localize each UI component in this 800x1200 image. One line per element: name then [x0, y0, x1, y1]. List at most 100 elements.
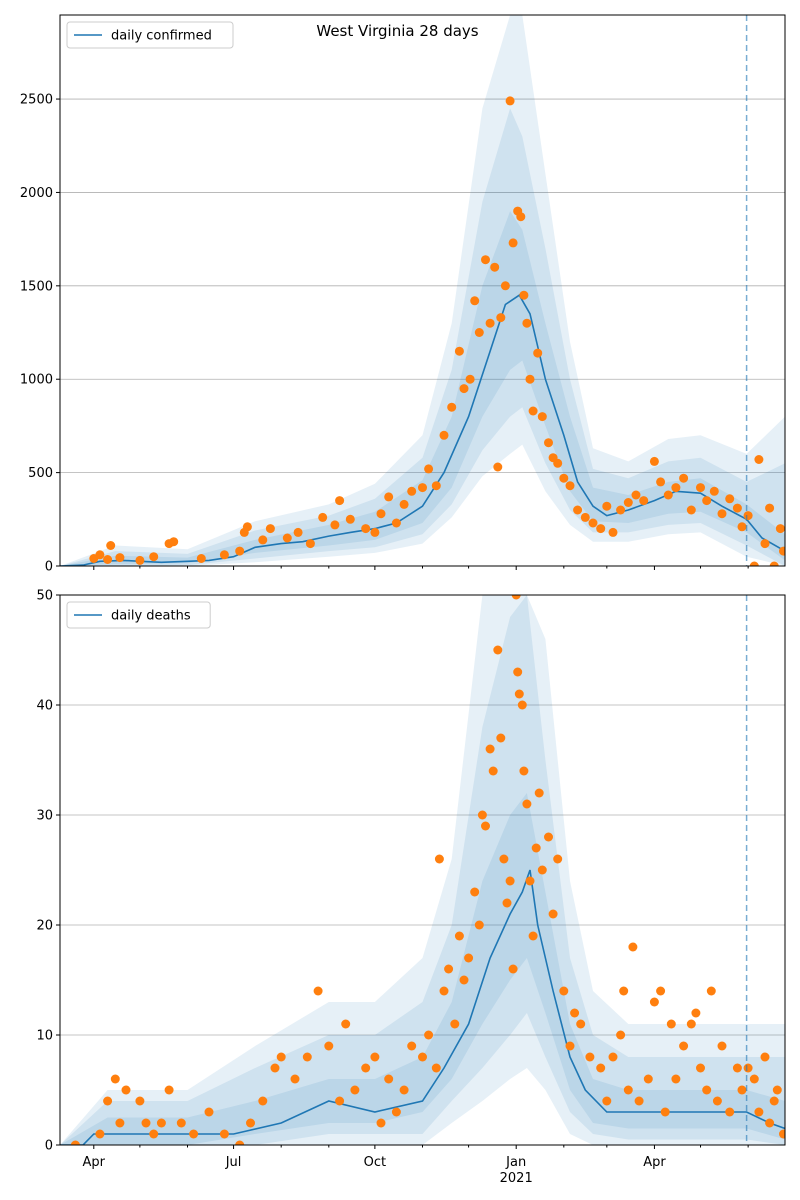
data-point	[696, 1063, 705, 1073]
data-point	[376, 1118, 386, 1128]
data-point	[514, 689, 524, 699]
data-point	[110, 1074, 120, 1084]
y-tick-label: 0	[45, 1139, 53, 1154]
data-point	[258, 535, 268, 545]
data-point	[516, 212, 526, 222]
data-point	[671, 1074, 681, 1084]
data-point	[499, 854, 509, 864]
data-point	[135, 1096, 145, 1106]
data-point	[712, 1096, 722, 1106]
data-point	[732, 1063, 742, 1073]
data-point	[465, 374, 475, 384]
data-point	[481, 255, 490, 265]
y-tick-label: 1500	[20, 279, 53, 294]
y-tick-label: 0	[45, 560, 53, 575]
data-point	[522, 318, 532, 328]
data-point	[324, 1041, 334, 1051]
data-point	[570, 1008, 580, 1018]
data-point	[424, 464, 434, 474]
data-point	[769, 1096, 779, 1106]
y-tick-label: 10	[36, 1029, 53, 1044]
data-point	[772, 1085, 782, 1095]
data-point	[519, 290, 529, 300]
data-point	[439, 430, 449, 440]
x-tick-label: Apr	[643, 1155, 666, 1170]
data-point	[444, 964, 454, 974]
data-point	[302, 1052, 312, 1062]
y-tick-label: 2500	[20, 93, 53, 108]
data-point	[399, 1085, 409, 1095]
data-point	[335, 496, 345, 506]
data-point	[679, 1041, 689, 1051]
data-point	[596, 1063, 606, 1073]
uncertainty-band	[60, 211, 785, 566]
data-point	[290, 1074, 300, 1084]
data-point	[70, 1140, 80, 1145]
data-point	[623, 498, 633, 507]
y-tick-label: 50	[36, 589, 53, 604]
data-point	[725, 494, 735, 504]
data-point	[737, 1085, 747, 1095]
data-point	[623, 1085, 633, 1095]
data-point	[743, 1063, 753, 1073]
confirmed-panel: 0 500 1000 1500 2000 2500 daily confirmed West …	[20, 14, 786, 575]
data-point	[293, 527, 303, 537]
data-point	[573, 505, 583, 515]
data-point	[580, 512, 590, 522]
data-point	[474, 920, 484, 930]
y-tick-label: 500	[28, 466, 53, 481]
data-point	[219, 550, 229, 560]
data-point	[350, 1085, 360, 1095]
data-point	[407, 486, 417, 496]
data-point	[496, 313, 506, 323]
y-tick-label: 30	[36, 809, 53, 824]
data-point	[765, 1118, 775, 1128]
data-point	[754, 1107, 764, 1117]
model-line	[60, 869, 785, 1145]
data-point	[565, 481, 575, 491]
data-point	[631, 490, 641, 500]
data-point	[528, 931, 538, 941]
legend: daily confirmed	[66, 21, 234, 49]
data-point	[702, 1085, 712, 1095]
plot-area	[60, 15, 785, 566]
data-point	[608, 527, 618, 537]
data-point	[608, 1052, 618, 1062]
data-point	[95, 550, 105, 560]
data-point	[634, 1096, 644, 1106]
data-point	[493, 645, 503, 655]
data-point	[485, 744, 495, 754]
data-point	[706, 986, 716, 996]
data-point	[522, 799, 532, 809]
data-point	[265, 524, 275, 534]
data-point	[169, 537, 179, 547]
data-point	[769, 561, 779, 566]
legend-label: daily deaths	[111, 609, 191, 624]
y-tick-label: 1000	[20, 373, 53, 388]
data-point	[525, 876, 535, 886]
data-point	[95, 1129, 105, 1139]
data-point	[616, 1030, 626, 1040]
data-point	[282, 533, 292, 543]
data-point	[370, 1052, 380, 1062]
data-point	[663, 490, 673, 500]
data-point	[671, 483, 681, 493]
data-point	[596, 524, 606, 534]
data-point	[474, 328, 484, 337]
data-point	[313, 986, 323, 996]
y-tick-label: 2000	[20, 186, 53, 201]
data-point	[691, 1008, 701, 1018]
data-point	[115, 553, 125, 563]
data-point	[450, 1019, 460, 1029]
data-point	[775, 524, 785, 534]
data-point	[424, 1030, 434, 1040]
data-point	[246, 1118, 255, 1128]
data-point	[585, 1052, 595, 1062]
data-point	[418, 483, 427, 493]
data-point	[156, 1118, 166, 1128]
data-point	[754, 455, 764, 464]
data-point	[341, 1019, 351, 1029]
data-point	[628, 942, 638, 952]
